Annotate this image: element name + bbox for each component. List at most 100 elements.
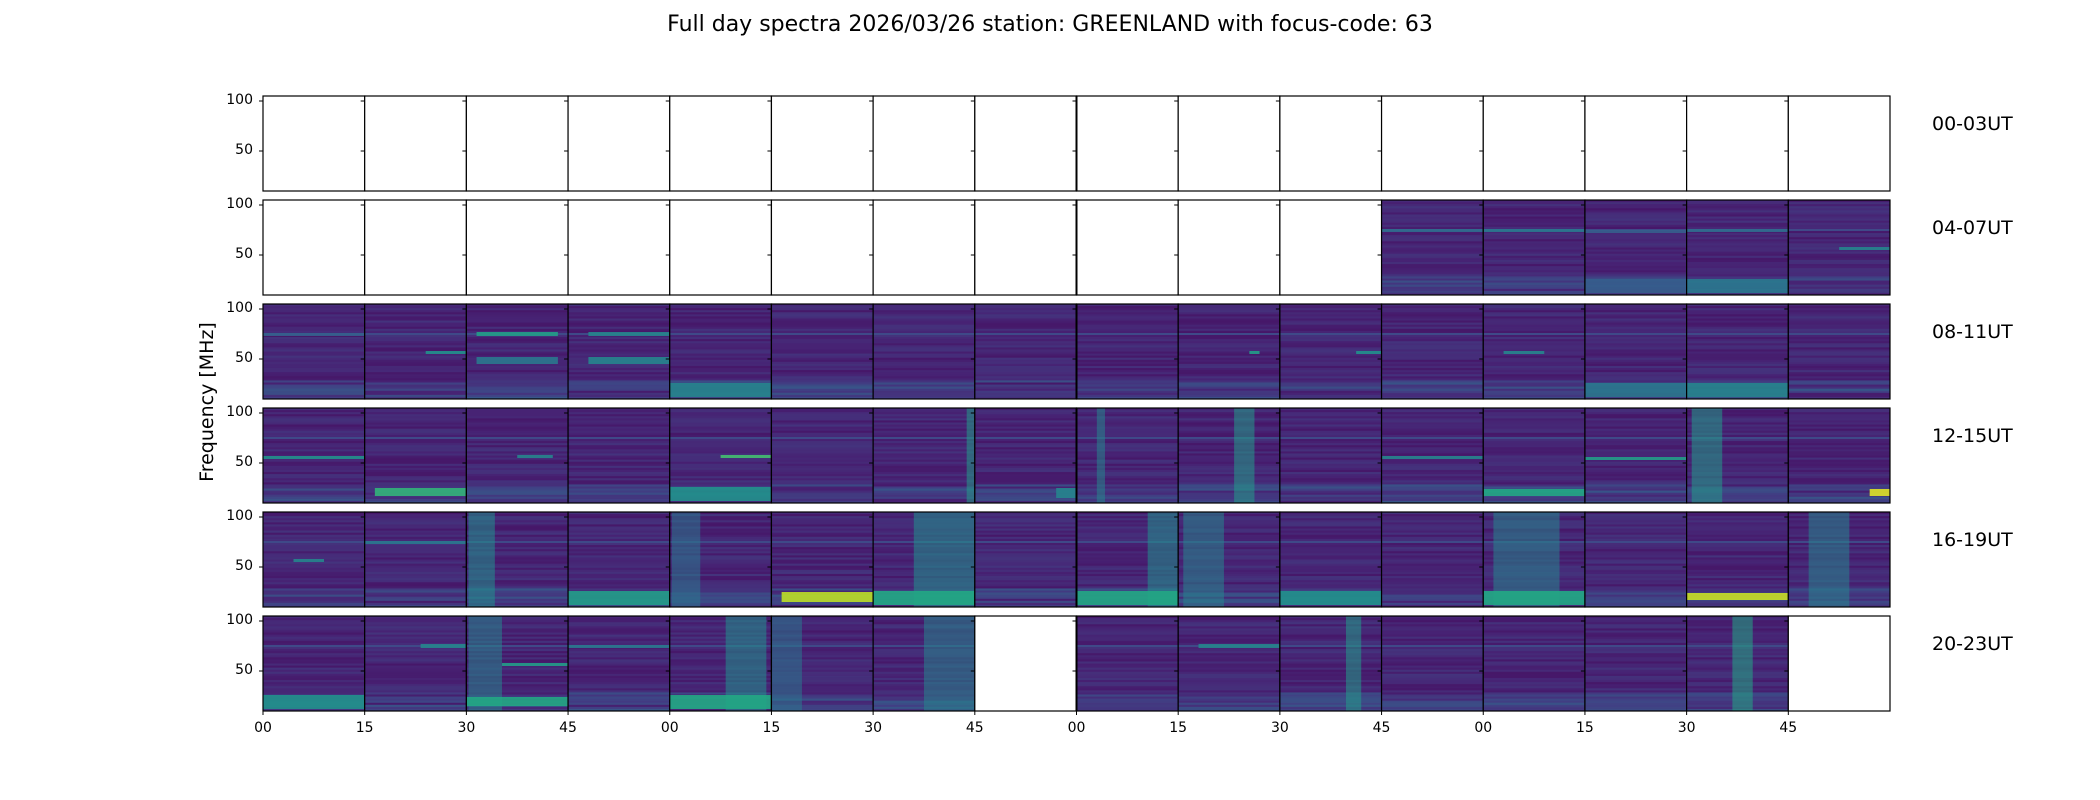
frequency-band bbox=[873, 306, 975, 309]
frequency-band bbox=[771, 500, 874, 504]
frequency-band bbox=[364, 384, 467, 387]
frequency-band bbox=[873, 316, 975, 319]
frequency-band bbox=[1381, 673, 1484, 677]
frequency-band bbox=[1584, 451, 1687, 454]
frequency-band bbox=[1076, 534, 1179, 538]
frequency-band bbox=[1788, 259, 1890, 263]
frequency-band bbox=[1584, 490, 1687, 493]
frequency-band bbox=[1381, 557, 1484, 560]
frequency-band bbox=[1076, 677, 1179, 681]
frequency-band bbox=[364, 675, 467, 679]
frequency-band bbox=[669, 602, 772, 606]
frequency-band bbox=[1686, 438, 1789, 442]
frequency-band bbox=[1381, 255, 1484, 259]
frequency-band bbox=[568, 563, 670, 566]
frequency-band bbox=[1381, 620, 1484, 623]
frequency-band bbox=[974, 328, 1077, 332]
frequency-band bbox=[466, 586, 569, 589]
frequency-band bbox=[1381, 582, 1484, 585]
frequency-band bbox=[1788, 304, 1890, 307]
frequency-band bbox=[364, 434, 467, 438]
spectrogram-panel bbox=[1377, 407, 1484, 504]
frequency-band bbox=[568, 445, 670, 448]
frequency-band bbox=[1076, 480, 1179, 483]
spectral-feature-vband bbox=[1732, 616, 1753, 711]
frequency-band bbox=[1686, 376, 1789, 379]
frequency-band bbox=[1279, 584, 1382, 587]
frequency-band bbox=[364, 578, 467, 581]
frequency-band bbox=[1788, 370, 1890, 373]
empty-panel bbox=[1279, 200, 1382, 295]
spectrogram-panel bbox=[970, 95, 1078, 192]
frequency-band bbox=[1381, 341, 1484, 344]
frequency-band bbox=[466, 565, 569, 569]
frequency-band bbox=[568, 692, 670, 695]
frequency-band bbox=[669, 532, 772, 536]
frequency-band bbox=[568, 428, 670, 432]
frequency-band bbox=[466, 634, 569, 637]
frequency-band bbox=[873, 351, 975, 354]
frequency-band bbox=[466, 416, 569, 419]
frequency-band bbox=[974, 463, 1077, 467]
frequency-band bbox=[669, 478, 772, 481]
frequency-band bbox=[466, 474, 569, 477]
frequency-band bbox=[1381, 553, 1484, 556]
frequency-band bbox=[263, 337, 365, 340]
frequency-band bbox=[1788, 339, 1890, 342]
panel-frame bbox=[1787, 95, 1891, 192]
frequency-band bbox=[1076, 438, 1179, 442]
frequency-band bbox=[974, 341, 1077, 344]
frequency-band bbox=[1381, 274, 1484, 277]
frequency-band bbox=[669, 573, 772, 577]
frequency-band bbox=[1279, 486, 1382, 489]
frequency-band bbox=[364, 594, 467, 597]
frequency-band bbox=[1381, 665, 1484, 668]
frequency-band bbox=[1178, 455, 1280, 458]
frequency-band bbox=[1584, 212, 1687, 215]
frequency-band bbox=[1584, 675, 1687, 679]
frequency-band bbox=[974, 580, 1077, 583]
frequency-band bbox=[568, 465, 670, 469]
frequency-band bbox=[1584, 459, 1687, 462]
frequency-band bbox=[1381, 690, 1484, 693]
frequency-band bbox=[1686, 414, 1789, 417]
frequency-band bbox=[263, 576, 365, 579]
frequency-band bbox=[466, 492, 569, 496]
frequency-band bbox=[568, 496, 670, 500]
frequency-band bbox=[364, 318, 467, 321]
frequency-band bbox=[1483, 372, 1585, 375]
frequency-band bbox=[1584, 604, 1687, 608]
frequency-band bbox=[1279, 434, 1382, 438]
frequency-band bbox=[364, 549, 467, 552]
frequency-band bbox=[669, 310, 772, 313]
frequency-band bbox=[1279, 465, 1382, 469]
frequency-band bbox=[1381, 222, 1484, 226]
frequency-band bbox=[466, 484, 569, 487]
frequency-band bbox=[1076, 669, 1179, 673]
frequency-band bbox=[669, 677, 772, 681]
frequency-band bbox=[1381, 451, 1484, 454]
frequency-band bbox=[364, 567, 467, 571]
frequency-band bbox=[1279, 469, 1382, 473]
spectral-line bbox=[974, 437, 1077, 439]
frequency-band bbox=[1279, 528, 1382, 531]
frequency-band bbox=[1178, 536, 1280, 540]
frequency-band bbox=[771, 488, 874, 491]
frequency-band bbox=[974, 520, 1077, 523]
frequency-band bbox=[1381, 306, 1484, 309]
frequency-band bbox=[1381, 680, 1484, 683]
frequency-band bbox=[1381, 600, 1484, 604]
spectral-feature-lowband bbox=[873, 591, 975, 605]
frequency-band bbox=[1076, 386, 1179, 389]
frequency-band bbox=[771, 692, 874, 695]
frequency-band bbox=[1178, 363, 1280, 367]
frequency-band bbox=[771, 361, 874, 365]
frequency-band bbox=[364, 418, 467, 421]
frequency-band bbox=[1686, 542, 1789, 546]
frequency-band bbox=[873, 432, 975, 436]
frequency-band bbox=[1584, 376, 1687, 379]
empty-panel bbox=[1076, 200, 1179, 295]
frequency-band bbox=[1686, 455, 1789, 458]
frequency-band bbox=[1076, 526, 1179, 529]
